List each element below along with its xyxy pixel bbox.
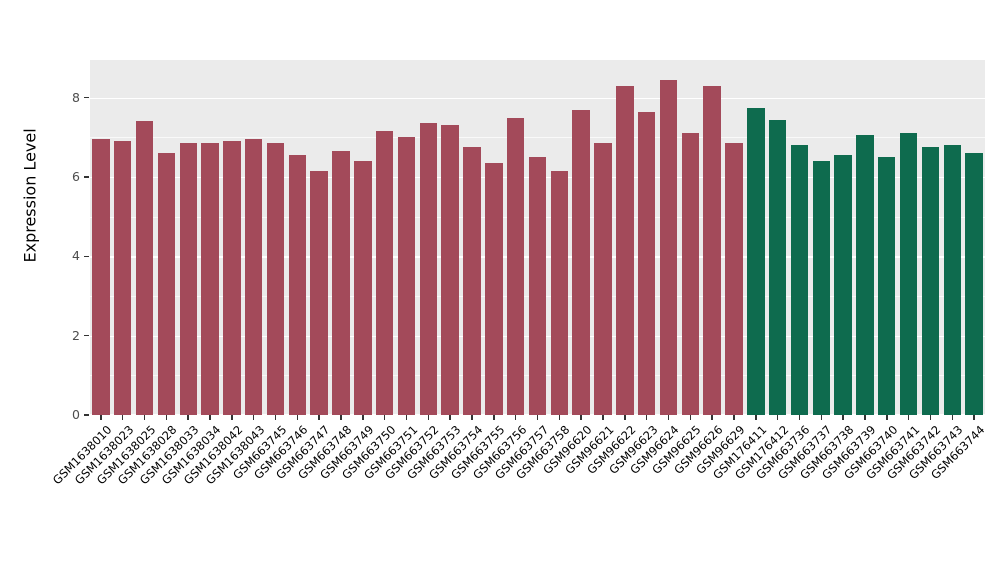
x-tick-mark <box>667 415 670 420</box>
x-tick-mark <box>143 415 146 420</box>
bar-GSM663743 <box>943 145 961 415</box>
x-tick-mark <box>471 415 473 420</box>
y-tick-mark <box>84 96 89 99</box>
bar-GSM663742 <box>921 147 940 415</box>
bar-GSM663751 <box>397 137 416 415</box>
y-axis-title: Expression Level <box>20 128 40 263</box>
x-tick-mark <box>165 415 168 420</box>
x-tick-mark <box>929 415 932 420</box>
x-tick-mark <box>973 415 975 420</box>
y-tick-mark <box>84 176 89 178</box>
bar-GSM176411 <box>747 107 765 415</box>
x-tick-mark <box>820 415 823 420</box>
x-tick-mark <box>536 415 539 420</box>
y-tick-label: 0 <box>72 407 80 422</box>
bar-GSM663740 <box>878 157 896 415</box>
bar-GSM96620 <box>572 109 590 415</box>
bar-GSM1638025 <box>135 121 154 415</box>
bar-GSM96625 <box>681 133 700 415</box>
bar-GSM663738 <box>834 155 852 415</box>
x-tick-mark <box>645 415 648 420</box>
bar-GSM1638023 <box>114 141 132 415</box>
bar-GSM663758 <box>550 171 569 415</box>
x-tick-mark <box>427 415 430 420</box>
y-tick-mark <box>84 255 89 258</box>
x-tick-mark <box>733 415 735 420</box>
bar-GSM663736 <box>790 145 809 415</box>
bar-GSM96621 <box>594 143 612 415</box>
bar-GSM1638033 <box>179 143 197 415</box>
x-tick-mark <box>711 415 713 420</box>
bar-GSM663753 <box>441 125 459 415</box>
x-tick-mark <box>580 415 582 420</box>
y-tick-label: 4 <box>72 248 80 264</box>
x-tick-mark <box>252 415 255 420</box>
bar-GSM663749 <box>354 161 372 415</box>
bar-GSM663741 <box>899 133 918 415</box>
x-tick-mark <box>776 415 779 420</box>
bar-GSM663754 <box>463 147 481 415</box>
bar-GSM1638034 <box>201 143 219 415</box>
y-tick-label: 2 <box>72 327 80 343</box>
x-tick-mark <box>602 415 604 420</box>
bar-GSM663755 <box>485 163 503 415</box>
y-tick-mark <box>84 414 89 416</box>
x-tick-mark <box>493 415 495 420</box>
bar-GSM663739 <box>856 135 874 415</box>
y-tick-label: 8 <box>72 89 80 105</box>
y-tick-mark <box>84 334 89 337</box>
minor-gridline <box>90 137 985 139</box>
x-tick-mark <box>121 415 124 420</box>
bar-GSM663747 <box>310 171 328 415</box>
x-tick-mark <box>689 415 692 420</box>
x-tick-mark <box>449 415 451 420</box>
x-tick-mark <box>100 415 102 420</box>
bar-GSM1638043 <box>244 139 263 415</box>
bar-GSM1638010 <box>92 139 110 415</box>
x-tick-mark <box>798 415 801 420</box>
x-tick-mark <box>951 415 953 420</box>
bar-GSM663746 <box>288 155 307 415</box>
x-tick-mark <box>886 415 888 420</box>
bar-GSM96622 <box>616 85 634 415</box>
x-tick-mark <box>362 415 364 420</box>
bar-GSM1638042 <box>223 141 241 415</box>
major-gridline <box>90 97 985 100</box>
x-tick-mark <box>514 415 517 420</box>
x-tick-mark <box>624 415 626 420</box>
bar-GSM1638028 <box>157 153 176 415</box>
x-tick-mark <box>340 415 342 420</box>
bar-GSM663750 <box>375 131 394 415</box>
bar-GSM663756 <box>506 117 525 415</box>
bar-GSM663737 <box>812 161 830 415</box>
x-tick-mark <box>274 415 277 420</box>
bar-GSM663748 <box>332 151 350 415</box>
bar-GSM176412 <box>768 119 787 415</box>
x-tick-mark <box>405 415 408 420</box>
x-tick-mark <box>296 415 299 420</box>
y-tick-label: 6 <box>72 169 80 184</box>
x-tick-mark <box>209 415 211 420</box>
bar-GSM663757 <box>528 157 547 415</box>
bar-GSM96626 <box>703 85 721 415</box>
x-tick-mark <box>187 415 189 420</box>
x-tick-mark <box>864 415 866 420</box>
x-tick-mark <box>558 415 561 420</box>
bar-GSM663744 <box>965 153 983 415</box>
bar-GSM663745 <box>266 143 285 415</box>
bar-GSM96623 <box>637 111 656 415</box>
x-tick-mark <box>231 415 233 420</box>
x-tick-mark <box>383 415 386 420</box>
x-tick-mark <box>755 415 757 420</box>
x-tick-mark <box>907 415 910 420</box>
x-tick-mark <box>318 415 320 420</box>
x-tick-mark <box>842 415 844 420</box>
bar-GSM96624 <box>659 79 678 415</box>
bar-GSM663752 <box>419 123 438 415</box>
plot-panel <box>90 60 985 415</box>
bar-GSM96629 <box>725 143 743 415</box>
